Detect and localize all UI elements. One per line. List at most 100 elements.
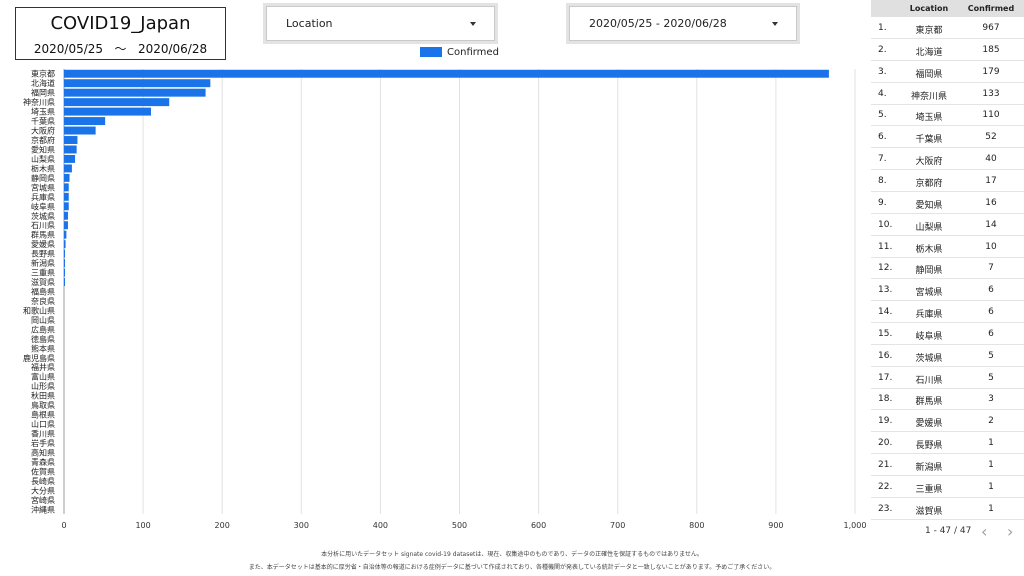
table-row[interactable]: 17. 石川県 5 [871, 367, 1024, 389]
chevron-right-icon[interactable]: › [1007, 522, 1014, 541]
header-confirmed[interactable]: Confirmed [967, 4, 1015, 13]
row-confirmed: 6 [988, 285, 994, 296]
row-location: 栃木県 [915, 244, 943, 255]
row-index: 6. [878, 132, 887, 143]
row-index: 7. [878, 154, 887, 165]
row-confirmed: 40 [985, 154, 997, 165]
y-category-label: 滋賀県 [31, 277, 55, 287]
bar [64, 117, 106, 126]
table-row[interactable]: 9. 愛知県 16 [871, 192, 1024, 214]
y-category-label: 佐賀県 [31, 466, 55, 476]
table-row[interactable]: 4. 神奈川県 133 [871, 83, 1024, 105]
bar [64, 88, 206, 97]
table-row[interactable]: 21. 新潟県 1 [871, 454, 1024, 476]
table-row[interactable]: 19. 愛媛県 2 [871, 410, 1024, 433]
footer-disclaimer-1: 本分析に用いたデータセット signate covid-19 datasetは、… [321, 551, 703, 558]
location-filter-dropdown[interactable]: Location [266, 6, 495, 41]
table-row[interactable]: 11. 栃木県 10 [871, 236, 1024, 258]
table-row[interactable]: 7. 大阪府 40 [871, 148, 1024, 171]
y-category-label: 鹿児島県 [23, 353, 55, 363]
y-category-label: 山形県 [31, 381, 55, 391]
table-row[interactable]: 16. 茨城県 5 [871, 345, 1024, 367]
row-confirmed: 17 [985, 175, 997, 186]
y-category-label: 福井県 [31, 362, 55, 372]
bar [64, 230, 67, 239]
y-category-label: 愛知県 [31, 144, 55, 154]
row-confirmed: 1 [988, 503, 994, 514]
y-category-label: 山口県 [31, 419, 55, 429]
caret-down-icon [470, 22, 476, 26]
bar [64, 164, 72, 173]
row-index: 17. [878, 372, 893, 383]
y-category-label: 福島県 [31, 287, 55, 297]
date-start: 2020/05/25 [33, 42, 104, 56]
table-row[interactable]: 10. 山梨県 14 [871, 214, 1024, 236]
y-category-label: 山梨県 [31, 154, 55, 164]
location-filter-label: Location [286, 17, 333, 30]
report-date-range: 2020/05/25 〜 2020/06/28 [16, 40, 225, 57]
row-index: 12. [878, 263, 893, 274]
bar [64, 183, 69, 192]
caret-down-icon [772, 22, 778, 26]
chevron-left-icon[interactable]: ‹ [981, 522, 988, 541]
table-row[interactable]: 22. 三重県 1 [871, 476, 1024, 498]
bar [64, 126, 96, 135]
y-category-label: 大分県 [31, 485, 55, 495]
x-tick-label: 600 [531, 521, 546, 530]
row-index: 22. [878, 481, 893, 492]
row-location: 岐阜県 [915, 331, 943, 342]
table-row[interactable]: 6. 千葉県 52 [871, 126, 1024, 149]
y-category-label: 茨城県 [31, 211, 55, 221]
y-category-label: 石川県 [31, 221, 55, 230]
y-category-label: 長崎県 [31, 476, 55, 486]
legend-swatch [420, 47, 442, 57]
row-location: 石川県 [915, 375, 943, 386]
row-location: 千葉県 [915, 135, 943, 146]
row-index: 13. [878, 285, 893, 296]
row-location: 三重県 [915, 484, 943, 495]
table-row[interactable]: 23. 滋賀県 1 [871, 498, 1024, 520]
y-category-label: 和歌山県 [23, 305, 55, 315]
bar [64, 154, 76, 163]
row-index: 1. [878, 23, 887, 33]
y-category-label: 沖縄県 [31, 504, 55, 514]
row-location: 群馬県 [915, 397, 943, 408]
y-category-label: 秋田県 [31, 391, 55, 401]
row-index: 18. [878, 394, 893, 405]
bar [64, 136, 78, 144]
y-category-label: 徳島県 [31, 334, 55, 344]
table-row[interactable]: 2. 北海道 185 [871, 39, 1024, 61]
row-location: 新潟県 [915, 463, 943, 473]
row-location: 茨城県 [915, 353, 943, 364]
row-index: 5. [878, 110, 887, 121]
row-index: 4. [878, 88, 887, 99]
table-row[interactable]: 15. 岐阜県 6 [871, 323, 1024, 345]
y-category-label: 島根県 [31, 410, 55, 420]
table-row[interactable]: 5. 埼玉県 110 [871, 104, 1024, 127]
table-row[interactable]: 8. 京都府 17 [871, 170, 1024, 192]
bar [64, 211, 68, 220]
chart-legend[interactable]: Confirmed [420, 46, 499, 58]
date-range-dropdown[interactable]: 2020/05/25 - 2020/06/28 [569, 6, 797, 41]
bar [64, 173, 70, 182]
row-confirmed: 2 [988, 416, 994, 427]
row-location: 兵庫県 [915, 310, 943, 321]
table-row[interactable]: 18. 群馬県 3 [871, 388, 1024, 411]
report-title: COVID19_Japan [50, 13, 191, 34]
table-row[interactable]: 3. 福岡県 179 [871, 61, 1024, 83]
header-location[interactable]: Location [909, 4, 949, 13]
row-location: 東京都 [915, 26, 943, 36]
table-row[interactable]: 1. 東京都 967 [871, 17, 1024, 39]
y-category-label: 熊本県 [31, 343, 55, 353]
row-confirmed: 10 [985, 241, 997, 252]
row-location: 愛知県 [915, 200, 943, 211]
row-confirmed: 6 [988, 307, 994, 318]
table-row[interactable]: 20. 長野県 1 [871, 432, 1024, 455]
report-title-box: COVID19_Japan 2020/05/25 〜 2020/06/28 [15, 7, 226, 60]
table-row[interactable]: 14. 兵庫県 6 [871, 301, 1024, 324]
table-row[interactable]: 12. 静岡県 7 [871, 257, 1024, 280]
row-location: 北海道 [915, 47, 943, 58]
x-tick-label: 800 [689, 521, 704, 530]
row-location: 愛媛県 [915, 419, 943, 430]
table-row[interactable]: 13. 宮城県 6 [871, 279, 1024, 302]
